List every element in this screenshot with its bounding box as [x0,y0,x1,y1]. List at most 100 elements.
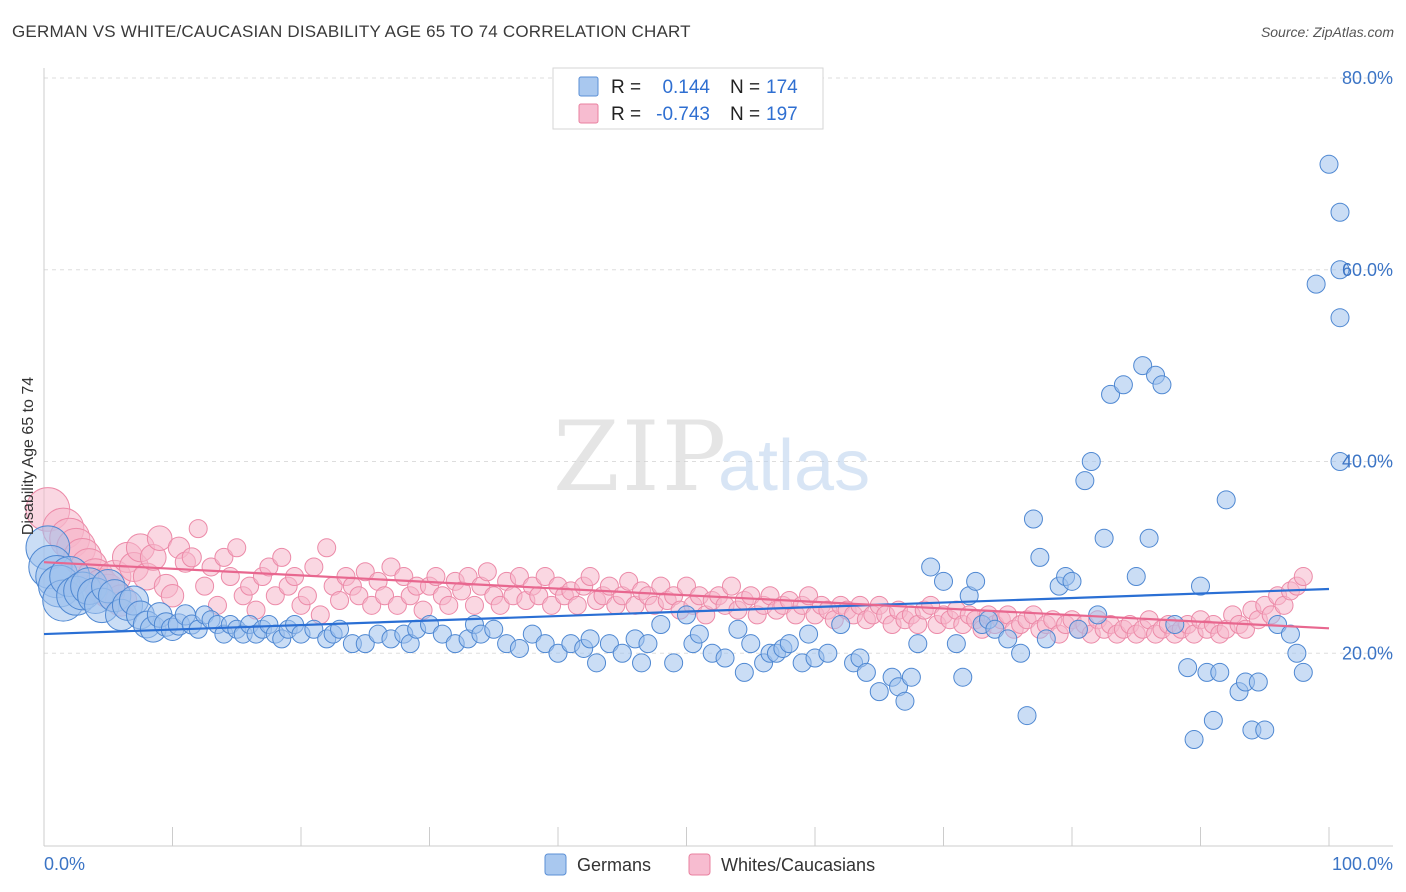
legend-r-label-germans: R = [611,77,641,98]
whites-caucasians-point [439,595,459,615]
germans-point [901,667,921,687]
germans-point [1330,260,1350,280]
whites-caucasians-point [741,586,761,606]
germans-point [484,619,504,639]
legend-n-value-germans: 174 [766,77,798,98]
legend-r-value-germans: 0.144 [662,77,710,98]
whites-caucasians-point [490,595,510,615]
whites-caucasians-point [580,567,600,587]
germans-point [1280,624,1300,644]
germans-point [799,624,819,644]
whites-caucasians-point [1293,567,1313,587]
germans-point [1036,629,1056,649]
germans-point [1011,643,1031,663]
whites-caucasians-point [181,547,202,568]
whites-caucasians-point [317,538,337,558]
germans-trend-line [43,587,1330,636]
whites-caucasians-point [304,557,324,577]
watermark-zip: ZIP [553,401,728,513]
germans-point [831,614,851,634]
legend-r-label-whites: R = [611,104,641,125]
whites-caucasians-point [567,595,587,615]
whites-caucasians-point [265,586,285,606]
germans-point [1017,706,1037,726]
gridlines [44,77,1393,654]
germans-point [1062,571,1082,591]
germans-point [1330,452,1350,471]
germans-point [522,624,542,644]
germans-point [1113,375,1133,395]
germans-point [818,643,838,663]
x-ticks [172,827,1330,846]
germans-point [1165,614,1185,634]
legend-swatch-whites [578,103,599,124]
legend-n-label-germans: N = [730,77,760,98]
germans-point [741,634,761,654]
germans-point [953,667,973,687]
germans-point [1330,202,1350,222]
whites-caucasians-point [240,576,260,596]
germans-point [1210,662,1230,682]
germans-point [1306,274,1326,294]
bottom-legend-swatch-germans [544,853,567,876]
series-germans [25,154,1350,750]
germans-point [734,662,754,682]
germans-point [355,634,375,654]
germans-point [599,634,619,654]
germans-point [1184,730,1204,750]
germans-point [677,605,696,625]
germans-point [509,638,529,658]
x-tick-label-max: 100.0% [1332,854,1393,874]
germans-point [934,571,953,591]
whites-caucasians-point [214,547,234,567]
bottom-legend-label-germans: Germans [577,855,651,875]
whites-caucasians-point [619,571,639,591]
whites-caucasians-point [220,567,240,587]
whites-caucasians-point [160,584,185,608]
bottom-legend-swatch-whites [688,853,711,876]
germans-point [1191,576,1210,596]
germans-point [895,691,915,711]
germans-point [1139,528,1159,548]
germans-point [535,634,555,654]
germans-point [985,619,1005,639]
legend-n-value-whites: 197 [766,104,798,125]
germans-point [612,643,632,663]
legend-r-value-whites: -0.743 [656,104,710,125]
germans-point [580,629,600,649]
whites-caucasians-point [146,525,173,552]
germans-point [1248,672,1268,692]
y-tick-label-40: 40.0% [1342,452,1393,472]
germans-point [587,653,607,673]
germans-point [1075,471,1095,491]
germans-point [632,653,652,673]
germans-point [1126,567,1146,587]
germans-point [728,619,748,639]
y-tick-label-20: 20.0% [1342,643,1393,663]
legend-box: R = 0.144 N = 174 R = -0.743 N = 197 [552,67,824,130]
y-axis-title: Disability Age 65 to 74 [20,377,37,535]
germans-point [921,557,941,577]
germans-point [1287,643,1307,663]
germans-point [946,634,966,654]
whites-caucasians-point [381,557,401,577]
germans-point [1178,658,1198,678]
germans-point [779,634,799,654]
germans-point [1094,528,1114,548]
germans-point [1133,356,1153,376]
whites-caucasians-point [721,576,741,596]
whites-caucasians-point [387,595,407,615]
whites-caucasians-point [375,586,395,606]
germans-point [432,624,452,644]
germans-point [1068,619,1088,639]
germans-point [1030,547,1050,567]
y-tick-label-80: 80.0% [1342,68,1393,88]
germans-point [908,634,928,654]
germans-point [664,653,684,673]
germans-point [1293,662,1313,682]
whites-caucasians-point [227,538,247,558]
whites-caucasians-point [297,586,317,606]
bottom-legend-label-whites: Whites/Caucasians [721,855,875,875]
germans-point [638,634,658,654]
whites-caucasians-point [362,595,382,615]
